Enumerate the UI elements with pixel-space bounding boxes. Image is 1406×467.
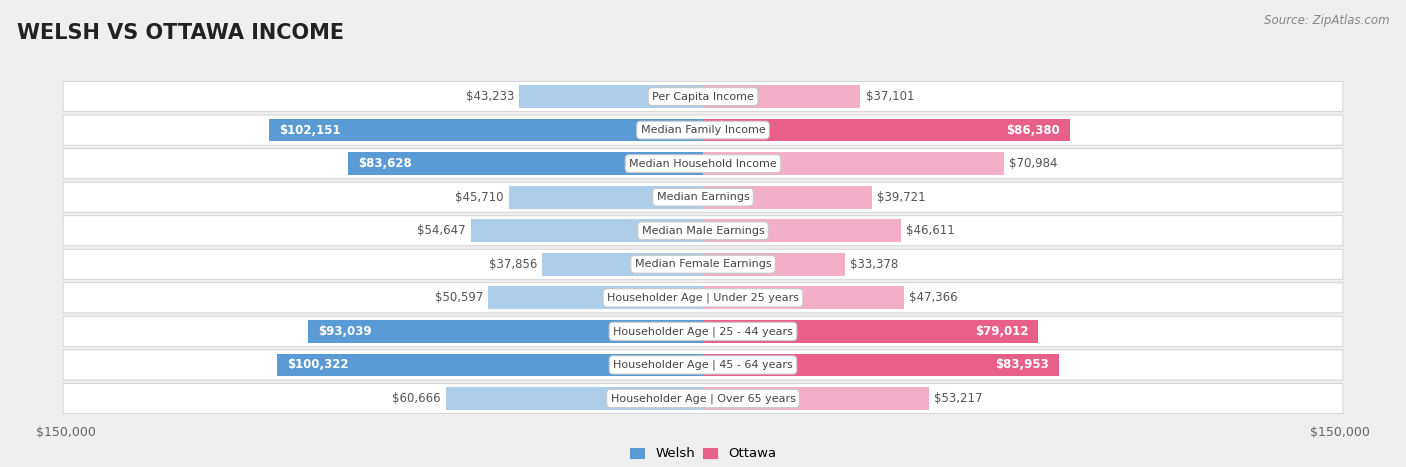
FancyBboxPatch shape: [63, 182, 1343, 212]
FancyBboxPatch shape: [63, 383, 1343, 413]
Text: Median Female Earnings: Median Female Earnings: [634, 259, 772, 269]
FancyBboxPatch shape: [63, 115, 1343, 145]
Text: $79,012: $79,012: [974, 325, 1028, 338]
FancyBboxPatch shape: [63, 350, 1343, 380]
Text: $45,710: $45,710: [456, 191, 503, 204]
Text: $54,647: $54,647: [418, 224, 465, 237]
Text: Median Household Income: Median Household Income: [628, 159, 778, 169]
Bar: [703, 286, 904, 309]
Text: Source: ZipAtlas.com: Source: ZipAtlas.com: [1264, 14, 1389, 27]
Text: Median Male Earnings: Median Male Earnings: [641, 226, 765, 236]
FancyBboxPatch shape: [63, 82, 1343, 112]
Text: $70,984: $70,984: [1010, 157, 1057, 170]
FancyBboxPatch shape: [63, 316, 1343, 347]
FancyBboxPatch shape: [63, 283, 1343, 313]
Bar: [703, 85, 860, 108]
FancyBboxPatch shape: [63, 149, 1343, 179]
Text: $39,721: $39,721: [877, 191, 925, 204]
Bar: [703, 253, 845, 276]
Bar: [308, 320, 703, 343]
Bar: [277, 354, 703, 376]
Text: Median Family Income: Median Family Income: [641, 125, 765, 135]
Text: $83,953: $83,953: [995, 359, 1049, 371]
Text: Per Capita Income: Per Capita Income: [652, 92, 754, 101]
Bar: [471, 219, 703, 242]
Text: $43,233: $43,233: [465, 90, 515, 103]
Bar: [703, 152, 1004, 175]
Bar: [703, 119, 1070, 142]
Text: $60,666: $60,666: [392, 392, 440, 405]
Bar: [703, 354, 1059, 376]
Text: $47,366: $47,366: [910, 291, 957, 304]
Legend: Welsh, Ottawa: Welsh, Ottawa: [624, 442, 782, 466]
Text: $50,597: $50,597: [434, 291, 484, 304]
Bar: [703, 387, 929, 410]
Text: $83,628: $83,628: [359, 157, 412, 170]
Text: Householder Age | 45 - 64 years: Householder Age | 45 - 64 years: [613, 360, 793, 370]
Text: $46,611: $46,611: [905, 224, 955, 237]
Bar: [703, 186, 872, 209]
Text: Householder Age | 25 - 44 years: Householder Age | 25 - 44 years: [613, 326, 793, 337]
Text: WELSH VS OTTAWA INCOME: WELSH VS OTTAWA INCOME: [17, 23, 344, 43]
Bar: [488, 286, 703, 309]
Bar: [349, 152, 703, 175]
Text: Median Earnings: Median Earnings: [657, 192, 749, 202]
Text: $33,378: $33,378: [849, 258, 898, 271]
Text: Householder Age | Over 65 years: Householder Age | Over 65 years: [610, 393, 796, 404]
Text: Householder Age | Under 25 years: Householder Age | Under 25 years: [607, 293, 799, 303]
Bar: [509, 186, 703, 209]
Bar: [446, 387, 703, 410]
Bar: [543, 253, 703, 276]
Bar: [703, 320, 1039, 343]
Text: $86,380: $86,380: [1005, 124, 1060, 136]
Bar: [519, 85, 703, 108]
Text: $37,856: $37,856: [489, 258, 537, 271]
Text: $100,322: $100,322: [287, 359, 349, 371]
Text: $37,101: $37,101: [866, 90, 914, 103]
Text: $93,039: $93,039: [318, 325, 373, 338]
Text: $102,151: $102,151: [280, 124, 342, 136]
Bar: [703, 219, 901, 242]
Bar: [270, 119, 703, 142]
FancyBboxPatch shape: [63, 216, 1343, 246]
Text: $53,217: $53,217: [934, 392, 983, 405]
FancyBboxPatch shape: [63, 249, 1343, 279]
